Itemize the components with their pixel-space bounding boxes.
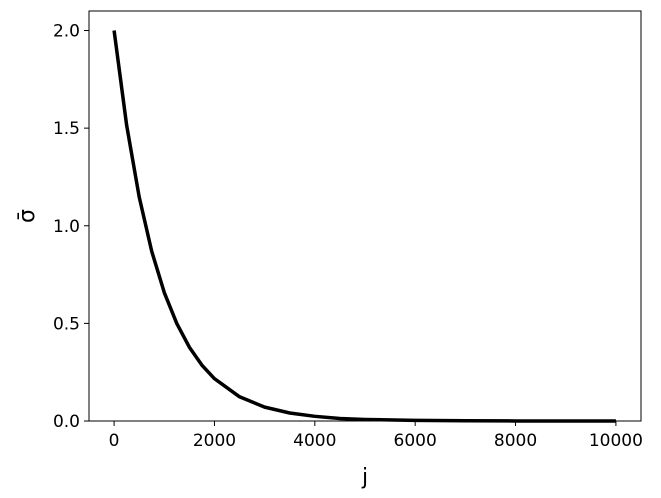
y-tick-label: 1.5 [53, 119, 80, 139]
x-tick-label: 2000 [193, 431, 236, 451]
x-axis-label: j [361, 465, 368, 490]
x-tick-label: 8000 [494, 431, 537, 451]
x-tick-label: 10000 [589, 431, 643, 451]
line [112, 30, 616, 423]
y-tick-label: 0.5 [53, 314, 80, 334]
y-tick-label: 1.0 [53, 217, 80, 237]
y-tick-label: 2.0 [53, 22, 80, 42]
axes-frame [88, 10, 642, 422]
y-tick-label: 0.0 [53, 412, 80, 432]
y-axis-label: σ̄ [15, 209, 40, 223]
x-tick-label: 4000 [293, 431, 336, 451]
x-tick-label: 0 [109, 431, 120, 451]
x-tick-label: 6000 [394, 431, 437, 451]
